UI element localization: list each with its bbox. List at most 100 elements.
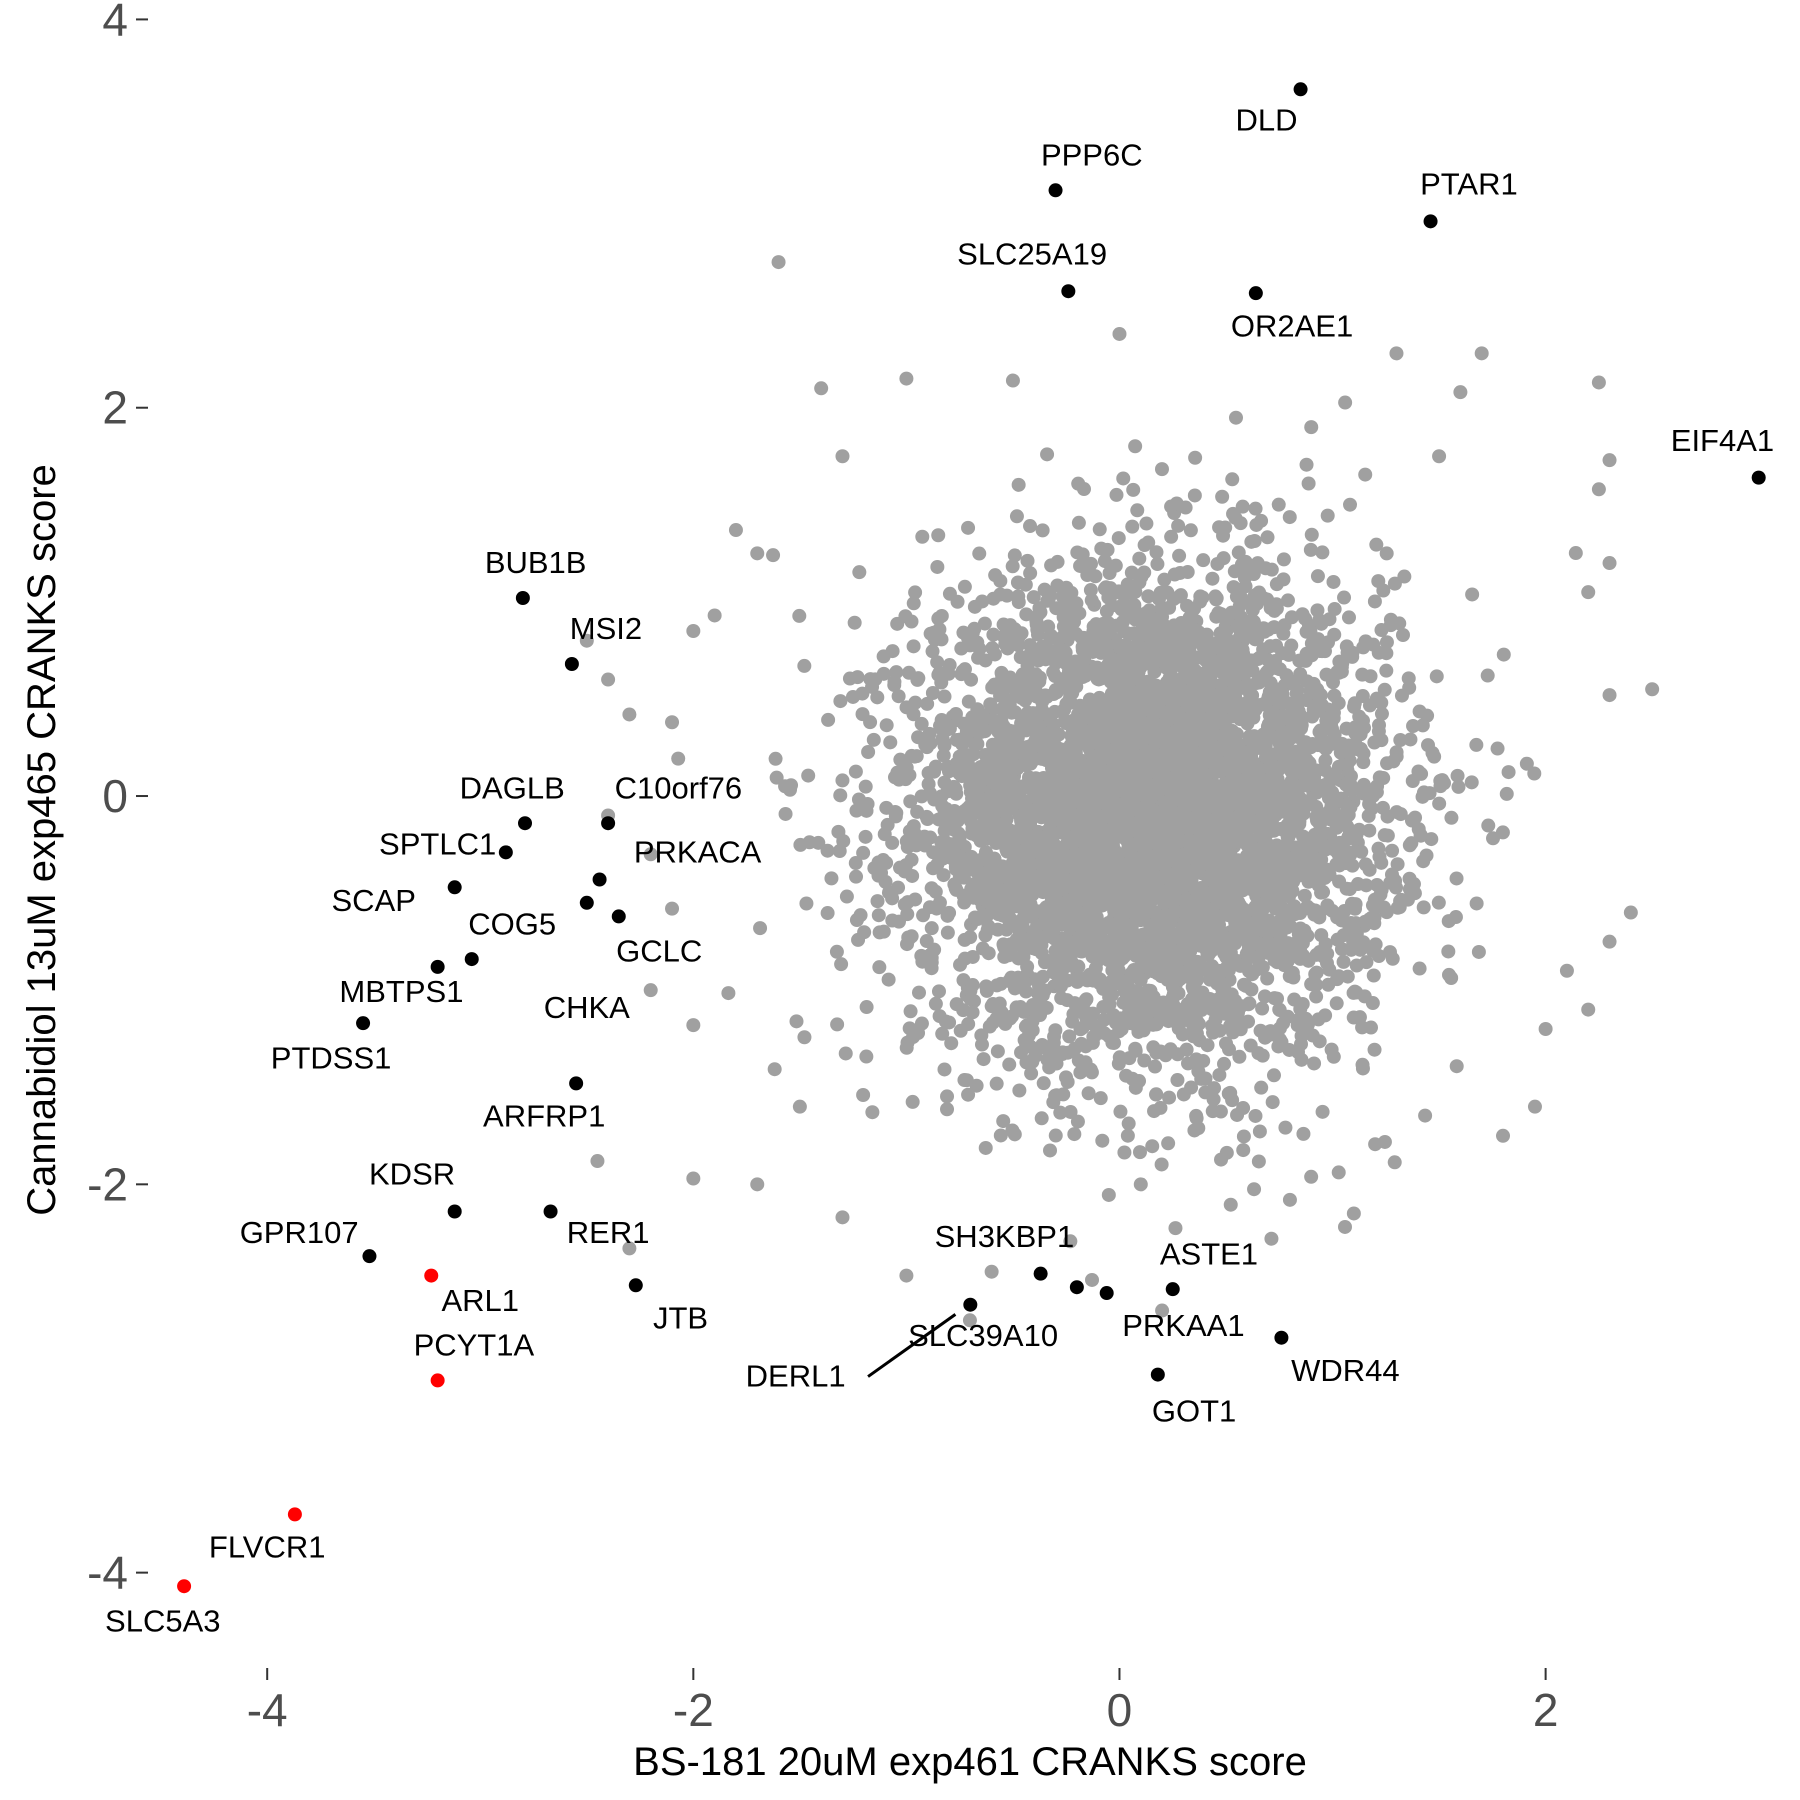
background-point [1048, 798, 1063, 813]
background-point [885, 891, 900, 906]
background-point [1145, 1139, 1160, 1154]
background-point [1427, 749, 1442, 764]
background-point [1371, 949, 1386, 964]
background-point [671, 751, 686, 766]
background-point [1246, 925, 1261, 940]
background-point [978, 1140, 993, 1155]
background-point [851, 792, 866, 807]
background-point [993, 573, 1008, 588]
background-point [1411, 764, 1426, 779]
background-point [937, 1062, 952, 1077]
background-point [1269, 597, 1284, 612]
background-point [1377, 900, 1392, 915]
background-point [801, 768, 816, 783]
background-point [901, 665, 916, 680]
background-point [1125, 645, 1140, 660]
background-point [1040, 645, 1055, 660]
background-point [835, 773, 850, 788]
background-point [998, 803, 1013, 818]
background-point [1028, 751, 1043, 766]
background-points [579, 255, 1660, 1328]
background-point [1278, 1120, 1293, 1135]
background-point [1223, 1197, 1238, 1212]
background-point [833, 788, 848, 803]
background-point [834, 957, 849, 972]
background-point [768, 751, 783, 766]
background-point [1057, 713, 1072, 728]
background-point [1226, 506, 1241, 521]
background-point [1150, 557, 1165, 572]
background-point [1029, 828, 1044, 843]
background-point [1186, 621, 1201, 636]
background-point [954, 667, 969, 682]
background-point [986, 591, 1001, 606]
background-point [1217, 1056, 1232, 1071]
background-point [1026, 590, 1041, 605]
background-point [1214, 715, 1229, 730]
background-point [1236, 1143, 1251, 1158]
background-point [1058, 873, 1073, 888]
background-point [1406, 877, 1421, 892]
background-point [932, 622, 947, 637]
background-point [1181, 1056, 1196, 1071]
background-point [1226, 580, 1241, 595]
background-point [936, 868, 951, 883]
background-point [1121, 1116, 1136, 1131]
background-point [920, 696, 935, 711]
background-point [1315, 1104, 1330, 1119]
background-point [1153, 585, 1168, 600]
background-point [872, 925, 887, 940]
background-point [1393, 807, 1408, 822]
background-point [866, 732, 881, 747]
background-point [972, 546, 987, 561]
background-point [1094, 541, 1109, 556]
background-point [1265, 1095, 1280, 1110]
background-point [1041, 729, 1056, 744]
background-point [1284, 773, 1299, 788]
background-point [1314, 726, 1329, 741]
background-point [1212, 1067, 1227, 1082]
background-point [964, 849, 979, 864]
background-point [856, 845, 871, 860]
background-point [919, 809, 934, 824]
background-point [1171, 518, 1186, 533]
background-point [883, 735, 898, 750]
background-point [1412, 704, 1427, 719]
background-point [833, 694, 848, 709]
background-point [1240, 716, 1255, 731]
background-point [1367, 1042, 1382, 1057]
background-point [1065, 685, 1080, 700]
background-point [1044, 558, 1059, 573]
background-point [871, 908, 886, 923]
background-point [1449, 1059, 1464, 1074]
background-point [1340, 758, 1355, 773]
background-point [1276, 626, 1291, 641]
background-point [1416, 900, 1431, 915]
background-point [1368, 937, 1383, 952]
background-point [1233, 609, 1248, 624]
background-point [1270, 991, 1285, 1006]
background-point [1364, 801, 1379, 816]
background-point [918, 737, 933, 752]
background-point [1012, 1083, 1027, 1098]
background-point [1307, 1056, 1322, 1071]
background-point [1214, 763, 1229, 778]
background-point [1010, 899, 1025, 914]
background-point [1274, 899, 1289, 914]
background-point [1183, 523, 1198, 538]
background-point [1418, 1108, 1433, 1123]
background-point [964, 881, 979, 896]
background-point [1130, 503, 1145, 518]
background-point [1429, 669, 1444, 684]
background-point [1156, 617, 1171, 632]
background-point [1109, 974, 1124, 989]
background-point [985, 641, 1000, 656]
background-point [961, 1087, 976, 1102]
background-point [824, 871, 839, 886]
background-point [1046, 665, 1061, 680]
background-point [789, 1014, 804, 1029]
background-point [1211, 917, 1226, 932]
background-point [1005, 727, 1020, 742]
background-point [876, 853, 891, 868]
background-point [962, 750, 977, 765]
